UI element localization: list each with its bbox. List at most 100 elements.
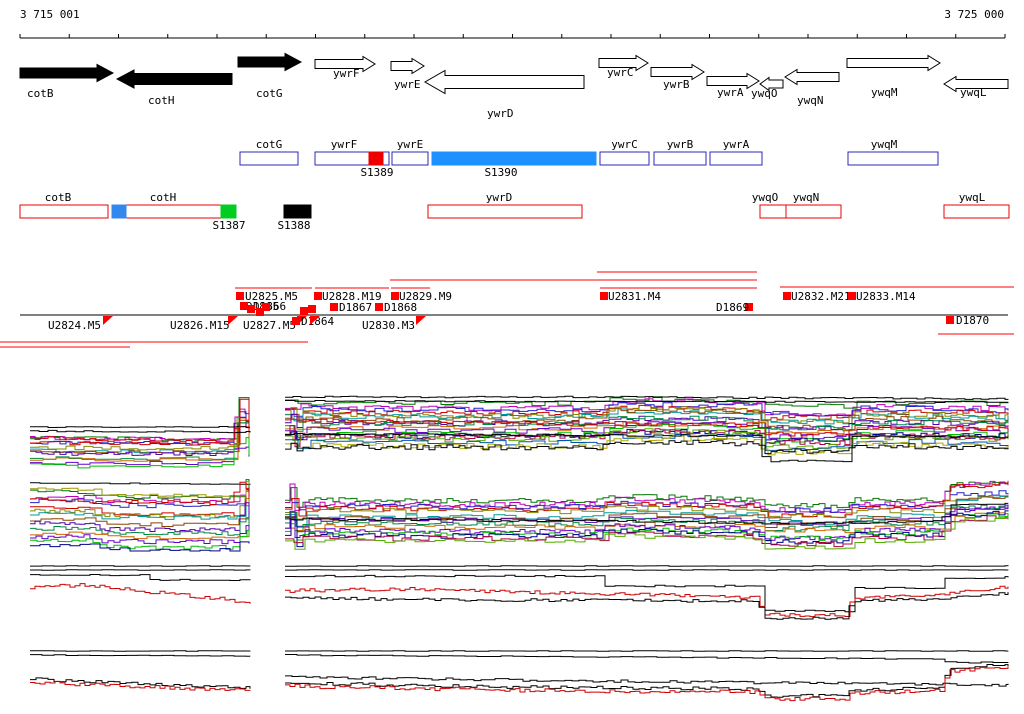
probe-marker-square[interactable] [330,303,338,311]
expression-profile-line [285,496,1009,532]
probe-marker-square[interactable] [314,292,322,300]
blue-track-label-ywrB: ywrB [667,138,694,151]
probe-label-U2832.M21[interactable]: U2832.M21 [791,290,851,303]
probe-marker-flag[interactable] [416,316,426,325]
probe-label-D1870[interactable]: D1870 [956,314,989,327]
red-track-segment-ywqN[interactable] [785,204,842,219]
probe-label-U2828.M19[interactable]: U2828.M19 [322,290,382,303]
expression-profile-line [285,428,1009,449]
expression-profile-line [285,650,1009,652]
expression-profile-line [285,402,1009,417]
red-track-segment-ywqO[interactable] [759,204,787,219]
gene-label-cotB: cotB [27,87,54,100]
probe-marker-square[interactable] [946,316,954,324]
probe-marker-square[interactable] [391,292,399,300]
gene-label-ywrC: ywrC [607,66,634,79]
red-track-segment-cotH[interactable] [111,204,237,219]
red-track-label-cotH: cotH [150,191,177,204]
expression-profile-line [285,435,1009,456]
probe-label-U2829.M9[interactable]: U2829.M9 [399,290,452,303]
expression-profile-line [30,677,251,689]
probe-marker-square[interactable] [745,303,753,311]
expression-profile-line [30,525,250,545]
expression-profile-line [30,489,250,509]
gene-arrow-ywrD[interactable] [423,69,585,95]
gene-label-ywqL: ywqL [960,86,987,99]
probe-marker-flag[interactable] [310,316,320,325]
probe-label-D1867[interactable]: D1867 [339,301,372,314]
gene-arrow-cotB[interactable] [19,63,115,83]
expression-profile-line [30,398,250,446]
probe-marker-square[interactable] [308,305,316,313]
blue-track-label-ywqM: ywqM [871,138,898,151]
probe-label-U2833.M14[interactable]: U2833.M14 [856,290,916,303]
expression-profile-line [30,482,251,485]
red-track-segment-ywqL[interactable] [943,204,1010,219]
gene-arrow-ywqN[interactable] [784,68,840,86]
red-track-segment-S1387[interactable] [220,204,237,219]
probe-label-U2825.M5[interactable]: U2825.M5 [245,290,298,303]
probe-label-D1864[interactable]: D1864 [301,315,334,328]
probe-label-U2827.M5[interactable]: U2827.M5 [243,319,296,332]
red-track-label-ywqN: ywqN [793,191,820,204]
probe-marker-square[interactable] [375,303,383,311]
blue-track-segment-S1390[interactable] [431,151,597,166]
expression-profile-line [285,565,1009,567]
probe-label-D1869[interactable]: D1869 [716,301,749,314]
blue-track-segment-ywqM[interactable] [847,151,939,166]
probe-marker-square[interactable] [256,308,264,316]
expression-profile-line [30,446,250,466]
gene-arrow-ywqL[interactable] [943,75,1009,93]
expression-profile-line [285,517,1009,550]
gene-arrow-ywrF[interactable] [314,55,376,73]
blue-track-segment-ywrC[interactable] [599,151,650,166]
probe-marker-square[interactable] [600,292,608,300]
red-track-segment-cotB[interactable] [19,204,109,219]
blue-track-label-ywrA: ywrA [723,138,750,151]
probe-marker-square[interactable] [783,292,791,300]
gene-arrow-cotG[interactable] [237,52,303,72]
red-track-segment-S1388[interactable] [283,204,312,219]
expression-profile-line [30,498,250,518]
expression-profile-line [285,585,1009,618]
blue-track-segment-ywrE[interactable] [391,151,429,166]
gene-arrow-ywrE[interactable] [390,57,425,75]
blue-track-segment-S1389[interactable] [368,151,384,166]
probe-label-U2826.M15[interactable]: U2826.M15 [170,319,230,332]
probe-marker-square[interactable] [236,292,244,300]
red-track-segment-ywrD[interactable] [427,204,583,219]
ruler-start-coordinate: 3 715 001 [20,8,80,21]
expression-profile-line [285,480,1009,513]
expression-profile-line [285,666,1009,702]
probe-label-U2824.M5[interactable]: U2824.M5 [48,319,101,332]
probe-marker-square[interactable] [292,317,300,325]
probe-marker-flag[interactable] [228,316,238,325]
ruler-end-coordinate: 3 725 000 [944,8,1004,21]
gene-arrow-ywrC[interactable] [598,54,649,72]
gene-arrow-ywrA[interactable] [706,72,760,90]
gene-label-ywqN: ywqN [797,94,824,107]
expression-profile-line [30,574,251,581]
blue-track-segment-ywrB[interactable] [653,151,707,166]
expression-profile-line [30,502,250,533]
probe-marker-square[interactable] [848,292,856,300]
probe-label-D1868[interactable]: D1868 [384,301,417,314]
probe-label-U2831.M4[interactable]: U2831.M4 [608,290,661,303]
gene-arrow-cotH[interactable] [115,69,233,89]
gene-arrow-ywqO[interactable] [759,76,784,92]
probe-marker-square[interactable] [247,305,255,313]
blue-track-segment-ywrA[interactable] [709,151,763,166]
probe-marker-flag[interactable] [103,316,113,325]
probe-label-U2830.M3[interactable]: U2830.M3 [362,319,415,332]
probe-marker-square[interactable] [262,303,270,311]
probe-marker-square[interactable] [240,302,248,310]
probe-marker-square[interactable] [300,307,308,315]
gene-label-ywrA: ywrA [717,86,744,99]
gene-label-ywrF: ywrF [333,67,360,80]
expression-profile-line [285,574,1009,613]
gene-arrow-ywrB[interactable] [650,63,705,81]
expression-profile-line [30,481,250,505]
blue-track-segment-cotG[interactable] [239,151,299,166]
expression-profile-line [30,650,251,652]
gene-arrow-ywqM[interactable] [846,54,941,72]
